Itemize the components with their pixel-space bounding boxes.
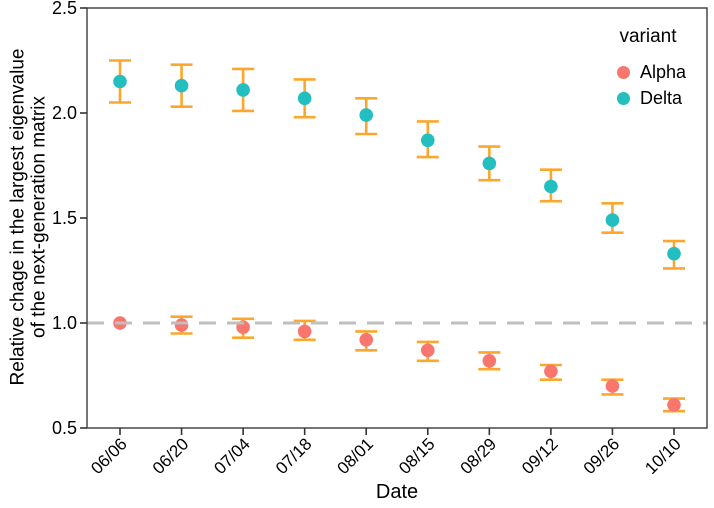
legend-title: variant	[619, 26, 677, 47]
legend-label-delta: Delta	[640, 87, 683, 108]
legend: variant Alpha Delta	[592, 26, 704, 111]
y-axis-title-line2: of the next-generation matrix	[28, 96, 49, 338]
point-delta-9	[667, 246, 681, 261]
y-tick-label-1.5: 1.5	[52, 208, 77, 228]
point-alpha-5	[420, 343, 435, 358]
x-tick-label-07/18: 07/18	[272, 434, 316, 478]
point-delta-6	[482, 156, 497, 171]
x-tick-label-09/12: 09/12	[518, 434, 562, 478]
x-tick-label-06/20: 06/20	[149, 434, 193, 478]
x-tick-label-group-06/06: 06/06	[87, 434, 131, 478]
legend-label-alpha: Alpha	[640, 61, 687, 82]
x-tick-label-group-09/12: 09/12	[518, 434, 562, 478]
y-tick-label-2.5: 2.5	[52, 0, 77, 18]
point-delta-8	[605, 213, 620, 227]
x-tick-label-group-06/20: 06/20	[149, 434, 193, 478]
x-axis-title: Date	[375, 481, 419, 503]
y-tick-label-0.5: 0.5	[52, 418, 77, 438]
legend-item-delta: Delta	[592, 85, 704, 111]
x-tick-label-10/10: 10/10	[641, 434, 685, 478]
point-alpha-3	[297, 324, 312, 339]
x-tick-label-group-08/15: 08/15	[395, 434, 439, 478]
x-tick-label-07/04: 07/04	[210, 434, 254, 478]
x-tick-label-group-10/10: 10/10	[641, 434, 685, 478]
point-alpha-4	[359, 333, 374, 347]
y-axis-title: Relative chage in the largest eigenvalue…	[7, 0, 50, 487]
x-tick-label-group-07/04: 07/04	[210, 434, 254, 478]
point-alpha-1	[174, 318, 189, 332]
point-alpha-9	[667, 398, 681, 412]
point-alpha-7	[544, 364, 558, 379]
y-tick-label-2.0: 2.0	[52, 103, 77, 123]
point-alpha-6	[482, 354, 497, 368]
point-delta-4	[359, 108, 374, 122]
x-tick-label-08/29: 08/29	[457, 434, 501, 478]
x-tick-label-08/15: 08/15	[395, 434, 439, 478]
point-delta-1	[174, 78, 189, 93]
point-alpha-8	[605, 379, 620, 393]
point-delta-7	[544, 179, 558, 194]
y-axis-title-line1: Relative chage in the largest eigenvalue	[7, 48, 29, 386]
legend-marker-alpha-icon	[617, 65, 630, 79]
y-tick-label-1.0: 1.0	[52, 313, 77, 333]
legend-marker-delta-icon	[617, 91, 630, 105]
point-delta-5	[420, 133, 435, 148]
point-delta-3	[297, 91, 312, 106]
x-tick-label-06/06: 06/06	[87, 434, 131, 478]
legend-item-alpha: Alpha	[592, 59, 704, 85]
x-tick-label-08/01: 08/01	[334, 434, 378, 478]
x-tick-label-group-07/18: 07/18	[272, 434, 316, 478]
x-tick-label-group-08/29: 08/29	[457, 434, 501, 478]
x-tick-label-group-09/26: 09/26	[580, 434, 624, 478]
x-tick-label-group-08/01: 08/01	[334, 434, 378, 478]
point-delta-0	[113, 74, 127, 89]
point-delta-2	[236, 83, 250, 97]
x-tick-label-09/26: 09/26	[580, 434, 624, 478]
